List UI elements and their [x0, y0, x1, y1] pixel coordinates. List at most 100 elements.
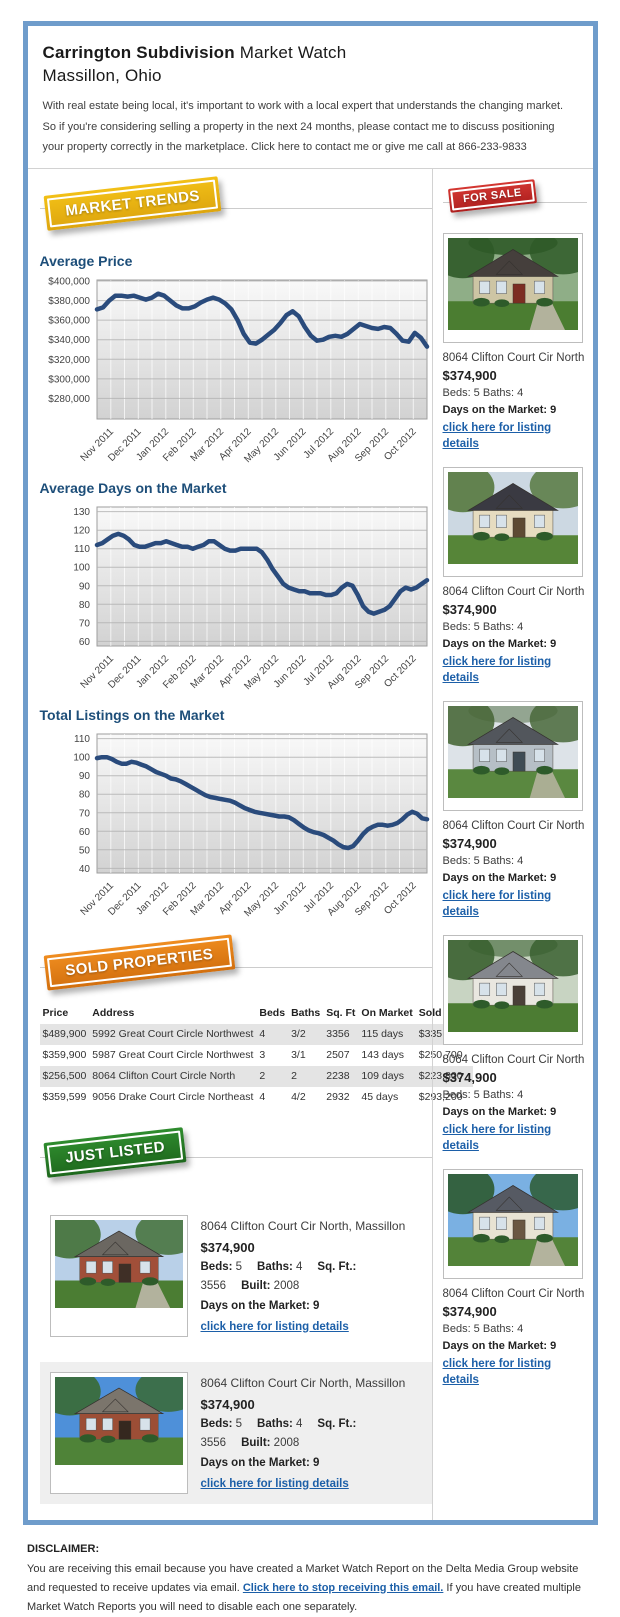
sold-table-header: Beds	[259, 1006, 286, 1019]
svg-text:90: 90	[78, 771, 90, 782]
listing-photo[interactable]	[430, 227, 597, 343]
email-header: Carrington Subdivision Market Watch Mass…	[28, 26, 593, 168]
just-listed-text: 8064 Clifton Court Cir North, Massillon …	[201, 1372, 422, 1494]
divider-line	[39, 966, 432, 968]
house-photo-illustration	[430, 929, 597, 1032]
total-listings-chart-section: Total Listings on the Market 110 100 90 80 7…	[40, 707, 432, 922]
listing-details-link[interactable]: click here for listing details	[442, 421, 552, 450]
sold-table-header: Price	[42, 1006, 69, 1019]
listing-spec: Beds: 5	[200, 1260, 243, 1273]
listing-photo[interactable]	[38, 1367, 201, 1494]
listing-price: $374,900	[442, 1303, 497, 1319]
chart-title: Average Days on the Market	[39, 479, 227, 496]
listing-days-on-market: Days on the Market: 9	[442, 403, 557, 416]
sold-table-cell: 4	[259, 1091, 266, 1103]
two-column-layout: MARKET TRENDS Average Price $400,000 $380…	[27, 167, 597, 1520]
sold-table-cell: $250,700	[418, 1049, 463, 1061]
sold-properties-table: Price Address Beds Baths Sq. Ft On Market Sold…	[39, 1002, 474, 1108]
page-title: Carrington Subdivision Market Watch Mass…	[43, 41, 578, 87]
sold-table-cell: $359,900	[42, 1049, 87, 1061]
sold-table-cell: $293,200	[418, 1091, 463, 1103]
listing-photo[interactable]	[430, 461, 597, 577]
just-listed-text: 8064 Clifton Court Cir North, Massillon …	[201, 1215, 422, 1337]
svg-text:$340,000: $340,000	[48, 335, 90, 346]
listing-specs: Beds: 5 Baths: 4 Sq. Ft.: 3556 Built: 2008	[201, 1258, 422, 1296]
intro-text: With real estate being local, it's impor…	[43, 96, 578, 158]
listing-address: 8064 Clifton Court Cir North, Massillon	[200, 1375, 406, 1390]
sold-table-cell: 2238	[326, 1070, 350, 1082]
listing-days-on-market: Days on the Market: 9	[442, 637, 557, 650]
for-sale-sidebar: FOR SALE 8064 Clifton Court Cir North $3…	[430, 168, 597, 1520]
divider-line	[39, 1156, 432, 1158]
sold-table-cell: 2	[259, 1070, 266, 1082]
listing-price: $374,900	[442, 601, 497, 617]
sold-table-cell: 3/2	[291, 1028, 306, 1040]
sold-table-header: Baths	[291, 1006, 321, 1019]
listing-details-link[interactable]: click here for listing details	[442, 889, 552, 918]
for-sale-badge: FOR SALE	[447, 178, 537, 213]
svg-text:100: 100	[73, 562, 90, 573]
listing-address: 8064 Clifton Court Cir North	[442, 1287, 585, 1300]
listing-address: 8064 Clifton Court Cir North	[442, 1053, 585, 1066]
divider-line	[39, 207, 432, 209]
average-days-chart: 130 120 110 100 90 80 70 60 Nov 2011 Dec 2011 Jan …	[40, 499, 432, 695]
listing-details-link[interactable]: click here for listing details	[200, 1320, 349, 1333]
report-type: Market Watch	[234, 43, 347, 62]
market-trends-badge: MARKET TRENDS	[43, 175, 222, 231]
disclaimer-text: You are receiving this email because you…	[27, 1560, 595, 1617]
svg-text:80: 80	[78, 789, 90, 800]
sold-table-cell: 2507	[326, 1049, 350, 1061]
sold-table-cell: 5987 Great Court Circle Northwest	[92, 1049, 254, 1061]
svg-text:90: 90	[78, 581, 90, 592]
sold-table-cell: 2	[291, 1070, 297, 1082]
listing-details-link[interactable]: click here for listing details	[442, 1123, 552, 1152]
sold-table-cell: 3	[259, 1049, 266, 1061]
intro-line: So if you're considering selling a prope…	[42, 120, 555, 133]
listing-spec: Built: 2008	[241, 1436, 300, 1449]
for-sale-badge-row: FOR SALE	[442, 178, 587, 225]
listing-photo[interactable]	[38, 1210, 201, 1337]
average-price-chart: $400,000 $380,000 $360,000 $340,000 $320,000…	[40, 272, 432, 468]
listing-photo[interactable]	[430, 695, 597, 811]
listing-price: $374,900	[200, 1396, 255, 1412]
svg-text:$320,000: $320,000	[48, 354, 90, 365]
line-chart-svg: $400,000 $380,000 $360,000 $340,000 $320,000…	[48, 276, 429, 465]
house-photo-illustration	[38, 1210, 201, 1308]
sold-table-row: $489,900 5992 Great Court Circle Northwes…	[39, 1023, 474, 1045]
listing-details-link[interactable]: click here for listing details	[442, 655, 552, 684]
listing-details-link[interactable]: click here for listing details	[200, 1477, 349, 1490]
sold-properties-badge-row: SOLD PROPERTIES	[39, 933, 432, 1000]
sold-table-cell: 143 days	[361, 1049, 405, 1061]
chart-title: Average Price	[39, 252, 133, 269]
sold-table-cell: $223,800	[418, 1070, 463, 1082]
listing-spec: Sq. Ft.: 3556	[200, 1260, 357, 1292]
sold-table-cell: $489,900	[42, 1028, 87, 1040]
just-listed-badge-row: JUST LISTED	[39, 1126, 432, 1190]
listing-price: $374,900	[200, 1239, 255, 1255]
sold-table-row: $359,900 5987 Great Court Circle Northwes…	[40, 1045, 474, 1066]
city-state: Massillon, Ohio	[42, 66, 162, 85]
sold-properties-badge: SOLD PROPERTIES	[43, 933, 235, 991]
sold-table-cell: 8064 Clifton Court Circle North	[92, 1070, 236, 1082]
sold-table-cell: 4/2	[291, 1091, 306, 1103]
listing-address: 8064 Clifton Court Cir North	[442, 819, 585, 832]
listing-details-link[interactable]: click here for listing details	[442, 1357, 552, 1386]
chart-title: Total Listings on the Market	[39, 706, 225, 723]
svg-text:120: 120	[73, 525, 90, 536]
for-sale-badge-label: FOR SALE	[449, 180, 535, 211]
subdivision-name: Carrington Subdivision	[42, 43, 235, 62]
svg-text:110: 110	[74, 544, 90, 555]
listing-photo[interactable]	[430, 1163, 597, 1279]
svg-text:80: 80	[78, 599, 90, 610]
sold-table-header: Sq. Ft	[326, 1006, 356, 1019]
listing-spec: Baths: 4	[257, 1260, 303, 1273]
house-photo-illustration	[430, 1163, 597, 1266]
sold-table-cell: 5992 Great Court Circle Northwest	[92, 1028, 254, 1040]
disclaimer: DISCLAIMER: You are receiving this email…	[27, 1540, 595, 1617]
unsubscribe-link[interactable]: Click here to stop receiving this email.	[242, 1581, 444, 1594]
svg-text:40: 40	[78, 863, 90, 874]
house-photo-illustration	[430, 461, 597, 564]
listing-photo[interactable]	[430, 929, 597, 1045]
sold-table-cell: 115 days	[361, 1028, 404, 1040]
